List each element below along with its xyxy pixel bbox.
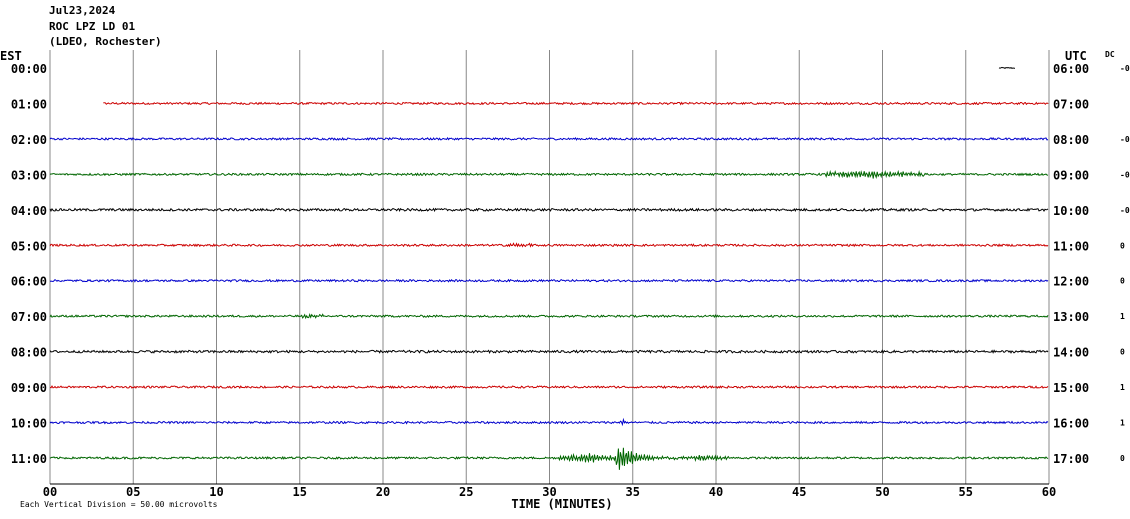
dc-value-8: 0 bbox=[1120, 348, 1125, 357]
est-label-0500: 05:00 bbox=[11, 239, 47, 253]
utc-label-0600: 06:00 bbox=[1053, 62, 1089, 76]
x-tick-00: 00 bbox=[43, 485, 57, 499]
utc-label-1200: 12:00 bbox=[1053, 275, 1089, 289]
dc-value-7: 1 bbox=[1120, 312, 1125, 321]
utc-label-1000: 10:00 bbox=[1053, 204, 1089, 218]
dc-value-0: -0 bbox=[1120, 64, 1130, 73]
trace-1500 bbox=[49, 385, 1049, 389]
trace-1200 bbox=[49, 278, 1049, 283]
est-label-0300: 03:00 bbox=[11, 168, 47, 182]
x-tick-30: 30 bbox=[542, 485, 556, 499]
dc-value-3: -0 bbox=[1120, 170, 1130, 179]
x-tick-10: 10 bbox=[209, 485, 223, 499]
seismic-traces bbox=[49, 66, 1049, 470]
x-axis: 00 05 10 15 20 25 30 35 40 45 50 55 60 TIME (MINUTES)… bbox=[20, 483, 1056, 511]
header-station: ROC LPZ LD 01 bbox=[49, 20, 136, 33]
utc-label-1600: 16:00 bbox=[1053, 417, 1089, 431]
trace-1100 bbox=[49, 242, 1049, 248]
est-label-0900: 09:00 bbox=[11, 381, 47, 395]
utc-label-0900: 09:00 bbox=[1053, 168, 1089, 182]
x-tick-20: 20 bbox=[376, 485, 390, 499]
est-label-0600: 06:00 bbox=[11, 275, 47, 289]
scale-footnote: Each Vertical Division = 50.00 microvolt… bbox=[20, 500, 218, 509]
trace-1600 bbox=[49, 417, 1049, 427]
dc-value-4: -0 bbox=[1120, 206, 1130, 215]
est-label-1000: 10:00 bbox=[11, 417, 47, 431]
dc-value-11: 0 bbox=[1120, 454, 1125, 463]
utc-title: UTC bbox=[1065, 49, 1087, 63]
x-tick-55: 55 bbox=[959, 485, 973, 499]
est-label-0200: 02:00 bbox=[11, 133, 47, 147]
dc-value-9: 1 bbox=[1120, 383, 1125, 392]
dc-title: DC bbox=[1105, 50, 1115, 59]
x-tick-35: 35 bbox=[626, 485, 640, 499]
trace-1000 bbox=[49, 207, 1049, 213]
grid-lines bbox=[49, 50, 1050, 484]
est-label-0700: 07:00 bbox=[11, 310, 47, 324]
dc-value-6: 0 bbox=[1120, 277, 1125, 286]
utc-label-0800: 08:00 bbox=[1053, 133, 1089, 147]
header-network: (LDEO, Rochester) bbox=[49, 35, 162, 48]
trace-1700 bbox=[49, 447, 1049, 470]
x-tick-45: 45 bbox=[792, 485, 806, 499]
est-label-1100: 11:00 bbox=[11, 452, 47, 466]
est-title: EST bbox=[0, 49, 22, 63]
est-label-0000: 00:00 bbox=[11, 62, 47, 76]
est-label-0400: 04:00 bbox=[11, 204, 47, 218]
trace-0800 bbox=[49, 136, 1049, 141]
utc-label-0700: 07:00 bbox=[1053, 97, 1089, 111]
dc-value-5: 0 bbox=[1120, 241, 1125, 250]
x-tick-25: 25 bbox=[459, 485, 473, 499]
x-tick-40: 40 bbox=[709, 485, 723, 499]
x-tick-60: 60 bbox=[1042, 485, 1056, 499]
utc-label-1700: 17:00 bbox=[1053, 452, 1089, 466]
trace-0600 bbox=[998, 66, 1015, 70]
dc-value-10: 1 bbox=[1120, 419, 1125, 428]
x-tick-15: 15 bbox=[293, 485, 307, 499]
x-tick-05: 05 bbox=[126, 485, 140, 499]
dc-value-2: -0 bbox=[1120, 135, 1130, 144]
est-label-0800: 08:00 bbox=[11, 346, 47, 360]
trace-0900 bbox=[49, 169, 1049, 179]
utc-label-1300: 13:00 bbox=[1053, 310, 1089, 324]
trace-0700 bbox=[103, 101, 1049, 106]
est-label-0100: 01:00 bbox=[11, 97, 47, 111]
trace-1400 bbox=[49, 349, 1049, 355]
trace-1300 bbox=[49, 312, 1049, 320]
utc-label-1100: 11:00 bbox=[1053, 239, 1089, 253]
header-date: Jul23,2024 bbox=[49, 4, 116, 17]
axis-labels: 00:00 06:00 -0 01:00 07:00 02:00 08:00 -0 03:00 0… bbox=[0, 49, 1130, 466]
utc-label-1500: 15:00 bbox=[1053, 381, 1089, 395]
x-axis-title: TIME (MINUTES) bbox=[511, 497, 612, 511]
x-tick-50: 50 bbox=[875, 485, 889, 499]
utc-label-1400: 14:00 bbox=[1053, 346, 1089, 360]
